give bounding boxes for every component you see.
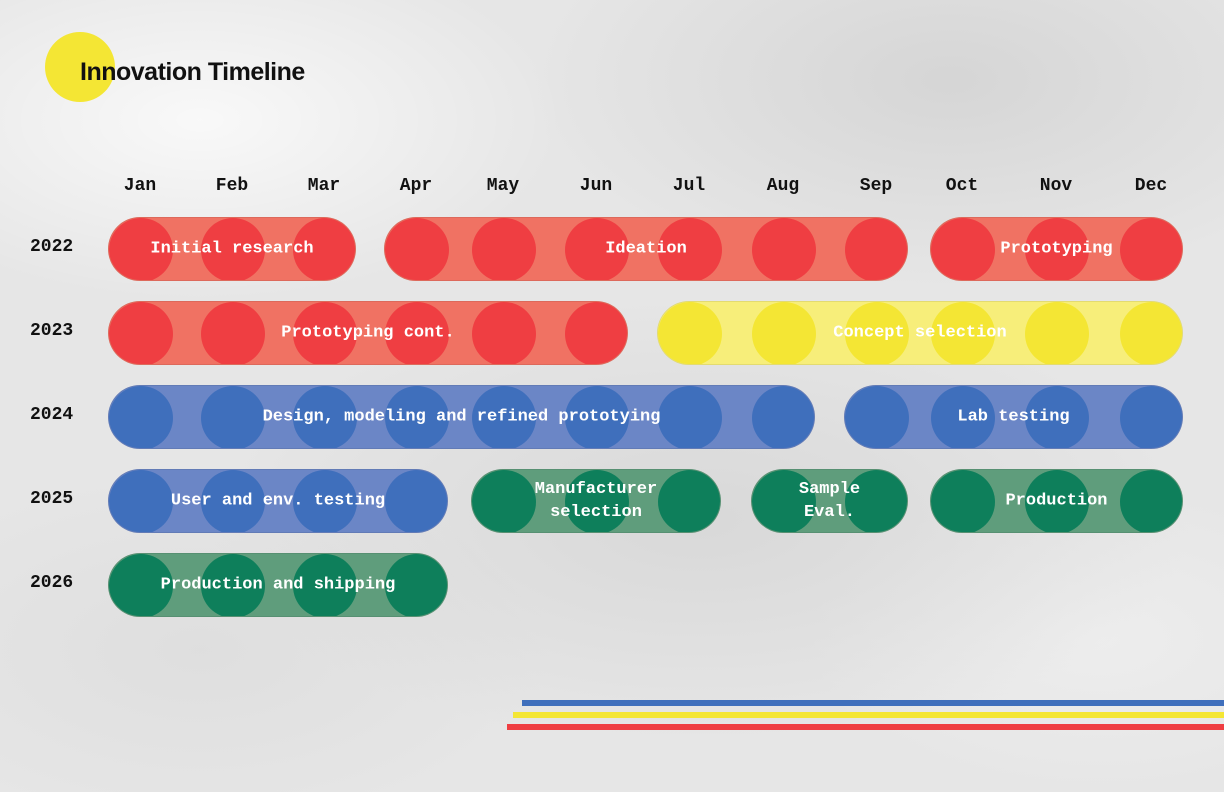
year-label-2025: 2025 [30,489,74,509]
month-label-feb: Feb [215,176,249,196]
month-marker-dot [293,554,357,616]
timeline-bar-label: User and env. testing [170,491,386,511]
month-marker-dot [752,470,816,532]
timeline-bar-label: Design, modeling and refined prototying [262,407,661,427]
month-marker-dot [931,218,995,280]
month-marker-dot [472,218,536,280]
month-marker-dot [565,218,629,280]
accent-stripe-yellow [513,712,1224,718]
timeline-bar-ideation: Ideation [384,217,908,281]
month-marker-dot [293,470,357,532]
month-marker-dot [109,470,173,532]
month-marker-dot [293,218,355,280]
month-marker-dot [293,386,357,448]
page-title: Innovation Timeline [80,58,305,86]
month-marker-dot [385,386,449,448]
month-marker-dot [752,218,816,280]
month-marker-dot [931,470,995,532]
timeline-bar-prototyping: Prototyping [930,217,1183,281]
month-marker-dot [385,302,449,364]
month-label-mar: Mar [307,176,341,196]
month-label-may: May [486,176,520,196]
year-label-2026: 2026 [30,573,74,593]
timeline-bar-lab-testing: Lab testing [844,385,1183,449]
month-marker-dot [109,554,173,616]
month-label-dec: Dec [1134,176,1168,196]
timeline-bar-manufacturer-selection: Manufacturer selection [471,469,721,533]
month-label-nov: Nov [1039,176,1073,196]
timeline-bar-sample-eval: Sample Eval. [751,469,908,533]
month-marker-dot [385,554,447,616]
timeline-bar-label: Lab testing [957,407,1070,427]
month-marker-dot [1120,302,1182,364]
month-marker-dot [385,218,449,280]
year-label-2024: 2024 [30,405,74,425]
month-marker-dot [201,386,265,448]
timeline-bar-initial-research: Initial research [108,217,356,281]
month-label-aug: Aug [766,176,800,196]
month-marker-dot [845,386,909,448]
timeline-bar-design-modeling-and-refined-prototying: Design, modeling and refined prototying [108,385,815,449]
accent-stripe-red [507,724,1224,730]
month-marker-dot [109,218,173,280]
month-marker-dot [658,218,722,280]
timeline-bar-label: Concept selection [833,323,1007,343]
month-label-oct: Oct [945,176,979,196]
month-marker-dot [845,218,907,280]
timeline-bar-label: Prototyping cont. [281,323,455,343]
month-marker-dot [385,470,447,532]
month-marker-dot [1120,386,1182,448]
month-marker-dot [109,386,173,448]
month-marker-dot [1025,302,1089,364]
month-marker-dot [293,302,357,364]
month-marker-dot [752,386,814,448]
timeline-bar-label: Initial research [150,239,314,259]
month-marker-dot [931,302,995,364]
month-label-apr: Apr [399,176,433,196]
accent-stripe-blue [522,700,1224,706]
month-marker-dot [1025,470,1089,532]
month-marker-dot [658,302,722,364]
timeline-bar-label: Sample Eval. [798,480,861,522]
month-label-jun: Jun [579,176,613,196]
month-marker-dot [472,470,536,532]
month-marker-dot [565,386,629,448]
timeline-bar-production: Production [930,469,1183,533]
month-marker-dot [752,302,816,364]
month-marker-dot [931,386,995,448]
timeline-bar-production-and-shipping: Production and shipping [108,553,448,617]
year-label-2022: 2022 [30,237,74,257]
month-marker-dot [1120,218,1182,280]
month-label-sep: Sep [859,176,893,196]
title-accent-dot [45,32,115,102]
month-marker-dot [472,386,536,448]
timeline-bar-label: Prototyping [1000,239,1113,259]
month-marker-dot [201,470,265,532]
month-marker-dot [845,302,909,364]
month-marker-dot [109,302,173,364]
month-label-jan: Jan [123,176,157,196]
month-marker-dot [201,218,265,280]
timeline-bar-prototyping-cont: Prototyping cont. [108,301,628,365]
month-marker-dot [1025,386,1089,448]
year-label-2023: 2023 [30,321,74,341]
month-marker-dot [201,302,265,364]
timeline-bar-label: Production [1005,491,1108,511]
month-marker-dot [565,302,627,364]
month-marker-dot [658,386,722,448]
month-marker-dot [1025,218,1089,280]
month-marker-dot [472,302,536,364]
month-marker-dot [201,554,265,616]
month-marker-dot [1120,470,1182,532]
timeline-bar-label: Manufacturer selection [534,480,658,522]
month-marker-dot [845,470,907,532]
month-marker-dot [565,470,629,532]
month-marker-dot [658,470,720,532]
timeline-bar-concept-selection: Concept selection [657,301,1183,365]
timeline-bar-label: Ideation [605,239,687,259]
month-label-jul: Jul [672,176,706,196]
timeline-bar-label: Production and shipping [160,575,396,595]
timeline-bar-user-and-env-testing: User and env. testing [108,469,448,533]
